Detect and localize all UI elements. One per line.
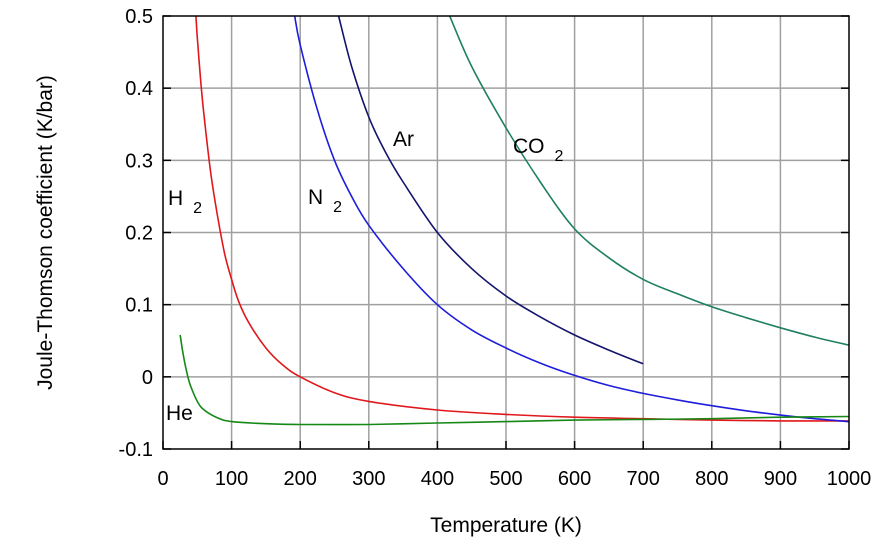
x-tick-label: 600 [558, 468, 591, 490]
x-tick-label: 200 [284, 468, 317, 490]
series-label-co2: CO 2 [513, 135, 564, 165]
x-tick-label: 700 [627, 468, 660, 490]
x-tick-label: 1000 [827, 468, 872, 490]
x-tick-label: 800 [695, 468, 728, 490]
y-axis-title: Joule-Thomson coefficient (K/bar) [34, 75, 57, 390]
series-layer [179, 15, 850, 426]
y-tick-label: 0 [142, 367, 153, 389]
x-tick-label: 900 [764, 468, 797, 490]
y-tick-label: 0.1 [125, 295, 153, 317]
x-tick-label: 300 [352, 468, 385, 490]
series-label-ar: Ar [393, 128, 414, 151]
x-tick-label: 100 [215, 468, 248, 490]
series-line-n2 [293, 15, 850, 423]
series-line-h2 [195, 15, 850, 422]
axis-ticks: 0 100 200 300 400 500 600 700 800 900 1000-0.100.1… [119, 6, 872, 490]
x-tick-label: 500 [489, 468, 522, 490]
series-labels: H 2 N 2 Ar CO 2 He [166, 128, 564, 425]
y-tick-label: -0.1 [119, 439, 153, 461]
series-line-he [179, 334, 850, 426]
series-line-ar [337, 15, 644, 365]
series-label-he: He [166, 402, 193, 425]
grid-lines [163, 16, 849, 449]
x-tick-label: 400 [421, 468, 454, 490]
x-tick-label: 0 [157, 468, 168, 490]
y-tick-label: 0.4 [125, 78, 153, 100]
x-axis-title: Temperature (K) [430, 514, 582, 537]
y-tick-label: 0.3 [125, 150, 153, 172]
series-line-co2 [448, 15, 850, 346]
y-tick-label: 0.5 [125, 6, 153, 28]
y-tick-label: 0.2 [125, 223, 153, 245]
